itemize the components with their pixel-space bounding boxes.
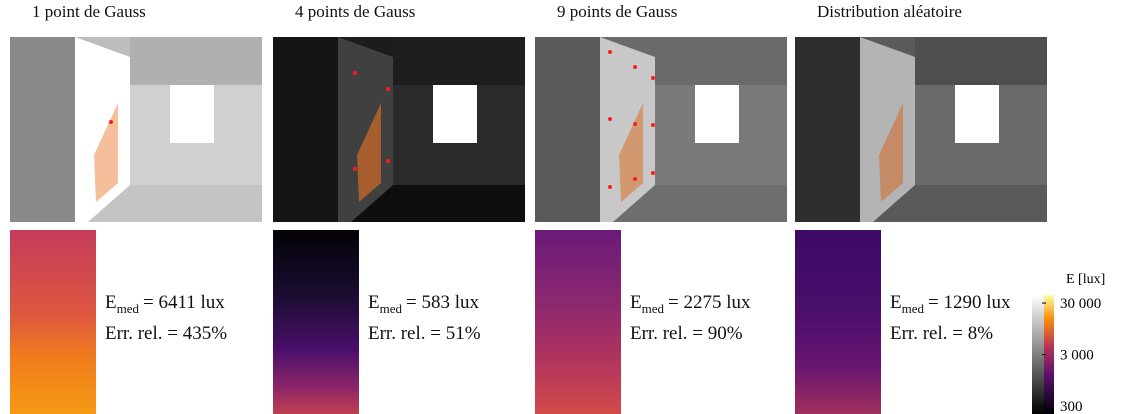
gauss-point [353, 167, 357, 171]
heatmap [273, 230, 359, 414]
e-med-part: E [890, 292, 902, 313]
scene [795, 37, 1047, 222]
colorbar-tick-label: 30 000 [1060, 296, 1101, 312]
window [433, 85, 477, 143]
e-med-part: med [116, 300, 139, 316]
panel-title: 1 point de Gauss [32, 2, 146, 21]
gauss-point [651, 123, 655, 127]
e-med-part: = 583 lux [406, 292, 479, 313]
floor [795, 185, 1047, 222]
floor [535, 185, 787, 222]
left-wall [10, 37, 75, 222]
left-wall [273, 37, 338, 222]
gauss-point [109, 120, 113, 124]
sensor-patch [619, 103, 643, 202]
left-wall [795, 37, 860, 222]
colorbar-tick-label: 3 000 [1060, 348, 1094, 364]
window [955, 85, 999, 143]
err-rel: Err. rel. = 90% [630, 322, 743, 344]
e-med: Emed = 583 lux [368, 290, 481, 321]
gauss-point [608, 50, 612, 54]
scene [535, 37, 787, 222]
scene [10, 37, 262, 222]
sensor-patch [357, 103, 381, 202]
colorbar [1044, 295, 1054, 414]
panel-title: Distribution aléatoire [817, 2, 962, 21]
heatmap [10, 230, 96, 414]
sensor-patch [94, 103, 118, 202]
err-rel: Err. rel. = 8% [890, 322, 994, 344]
scene [273, 37, 525, 222]
gauss-point [651, 76, 655, 80]
e-med-part: med [901, 300, 924, 316]
stats: Emed = 583 lux Err. rel. = 51% [368, 290, 481, 346]
err-rel: Err. rel. = 51% [368, 322, 481, 344]
e-med-part: = 6411 lux [143, 292, 225, 313]
heatmap [795, 230, 881, 414]
e-med-part: E [368, 292, 380, 313]
e-med-part: med [641, 300, 664, 316]
gauss-point [651, 171, 655, 175]
panel-title: 4 points de Gauss [295, 2, 416, 21]
colorbar-tick-label: 300 [1060, 399, 1083, 414]
floor [10, 185, 262, 222]
left-wall [535, 37, 600, 222]
gauss-point [633, 65, 637, 69]
stats: Emed = 1290 lux Err. rel. = 8% [890, 290, 1011, 346]
err-rel: Err. rel. = 435% [105, 322, 228, 344]
floor [273, 185, 525, 222]
e-med-part: = 2275 lux [668, 292, 751, 313]
gauss-point [608, 117, 612, 121]
e-med-part: = 1290 lux [928, 292, 1011, 313]
sensor-patch [879, 103, 903, 202]
gauss-point [386, 159, 390, 163]
gauss-point [386, 87, 390, 91]
e-med-part: med [379, 300, 402, 316]
gauss-point [633, 122, 637, 126]
colorbar-gray [1032, 295, 1044, 414]
colorbar-label: E [lux] [1066, 272, 1106, 287]
e-med: Emed = 2275 lux [630, 290, 751, 321]
gauss-point [633, 177, 637, 181]
e-med-part: E [630, 292, 642, 313]
stats: Emed = 6411 lux Err. rel. = 435% [105, 290, 227, 346]
e-med-part: E [105, 292, 117, 313]
gauss-point [608, 185, 612, 189]
panel-title: 9 points de Gauss [557, 2, 678, 21]
window [695, 85, 739, 143]
e-med: Emed = 1290 lux [890, 290, 1011, 321]
heatmap [535, 230, 621, 414]
stats: Emed = 2275 lux Err. rel. = 90% [630, 290, 751, 346]
gauss-point [353, 71, 357, 75]
window [170, 85, 214, 143]
e-med: Emed = 6411 lux [105, 290, 227, 321]
